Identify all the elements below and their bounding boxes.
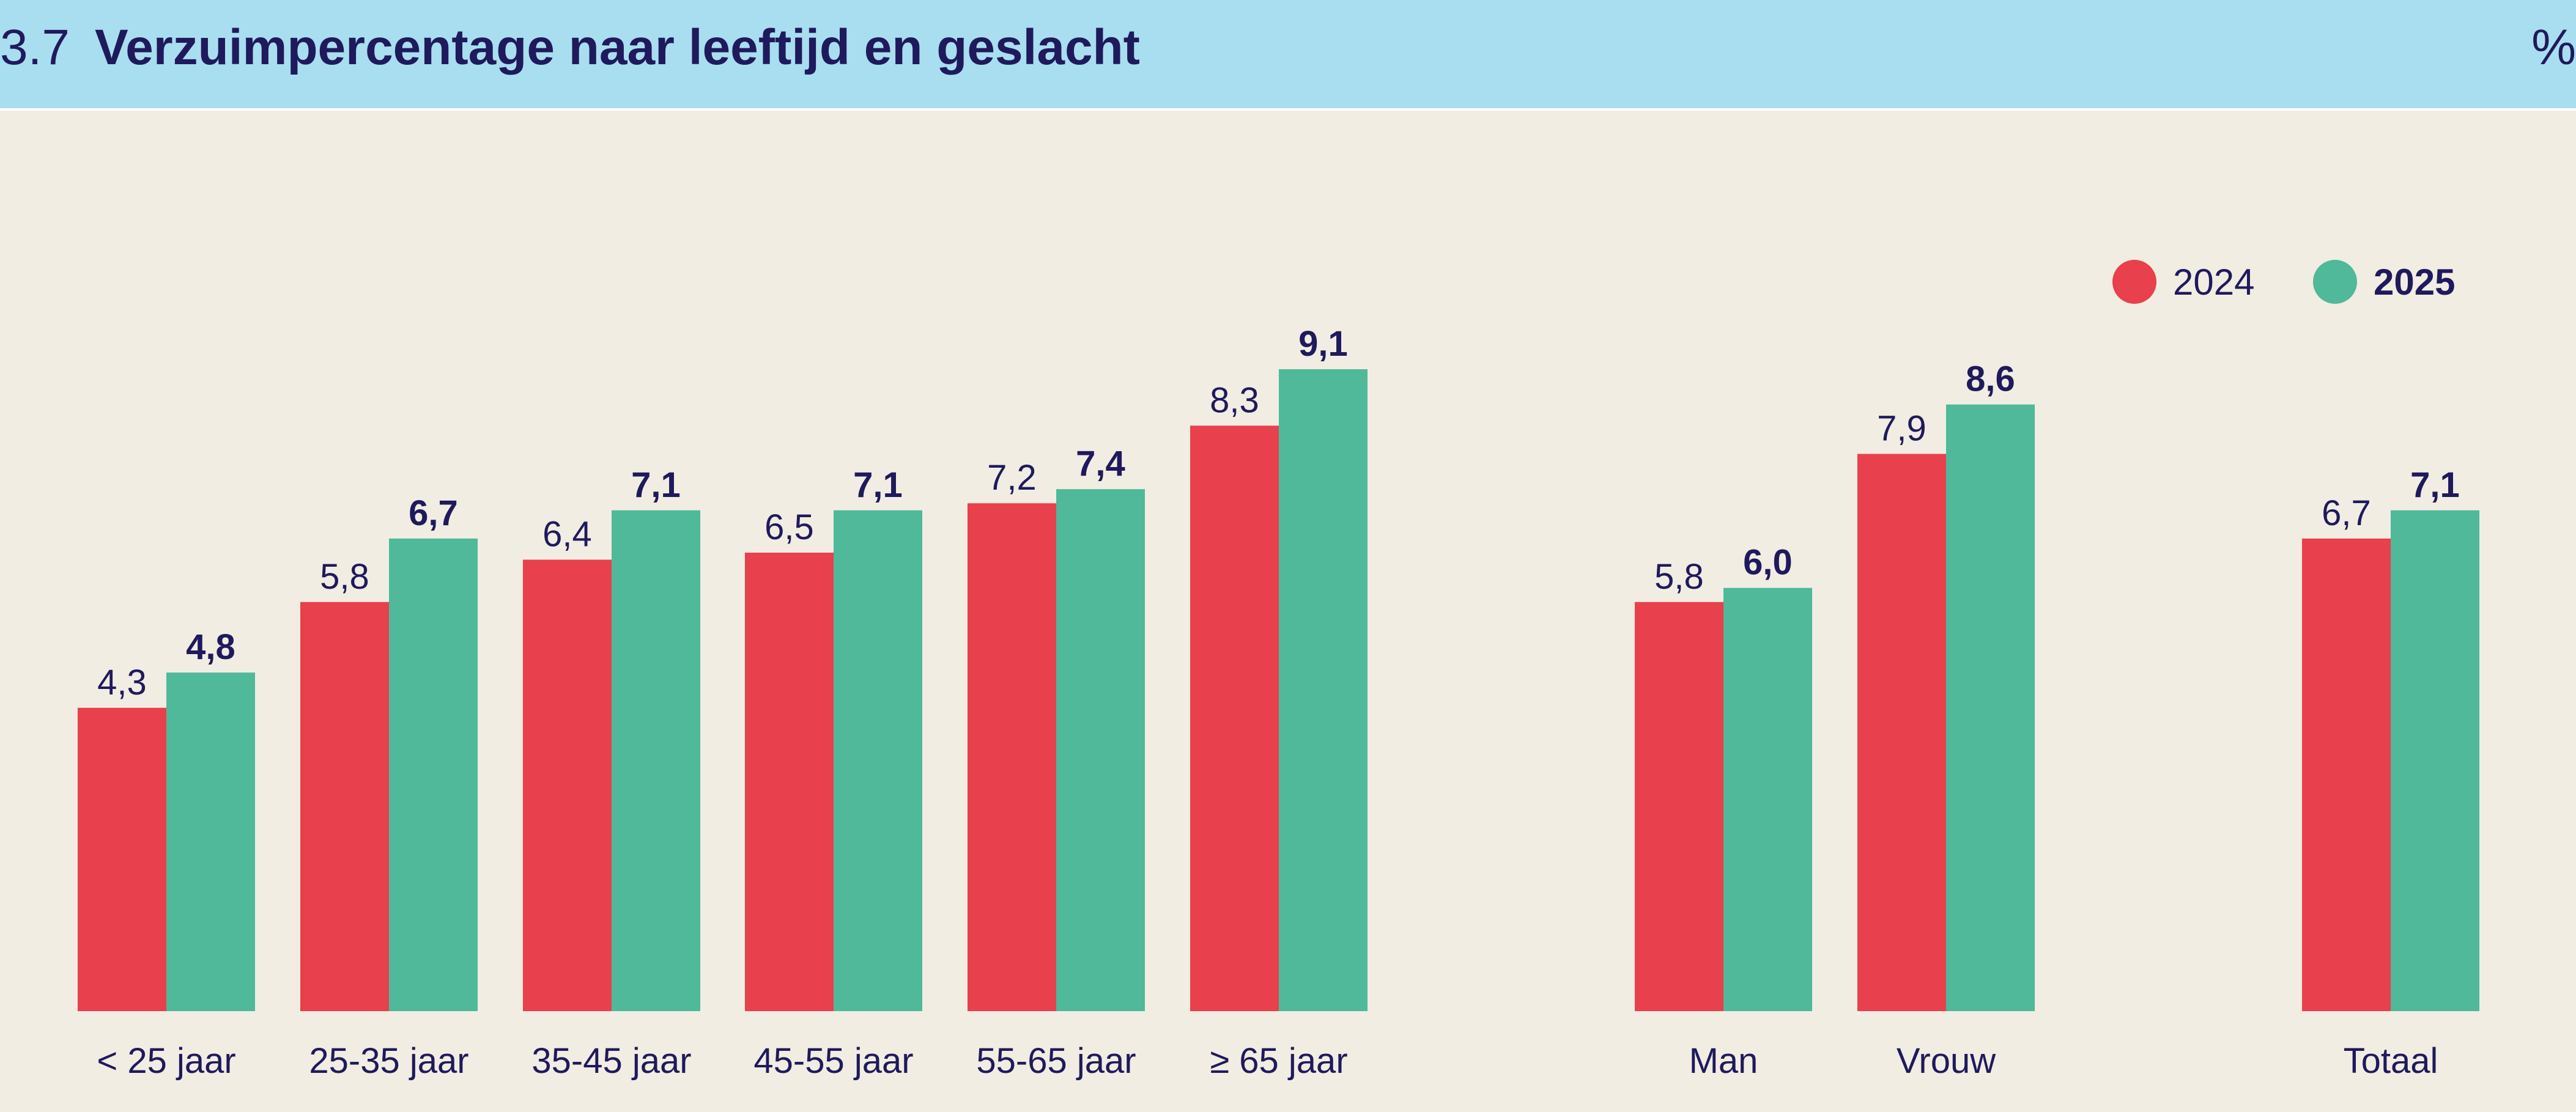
bar-2025-0 [166,672,255,1011]
bar-2025-6 [1723,587,1812,1011]
value-label-2024-2: 6,4 [542,515,592,554]
value-label-2024-5: 8,3 [1210,380,1259,420]
unit-label: % [2531,20,2576,75]
value-label-2025-2: 7,1 [631,465,681,505]
category-label-0: < 25 jaar [97,1041,235,1081]
header-divider [0,108,2576,111]
value-label-2024-3: 6,5 [764,507,814,547]
value-label-2025-0: 4,8 [186,627,235,667]
legend: 2024 2025 [2112,260,2455,304]
value-label-2024-8: 6,7 [2322,493,2371,533]
bar-2025-1 [389,538,478,1011]
bar-2025-5 [1279,369,1368,1011]
legend-label-2024: 2024 [2173,262,2254,303]
category-label-3: 45-55 jaar [753,1041,913,1081]
bar-2024-5 [1190,425,1279,1011]
value-label-2024-4: 7,2 [987,458,1037,498]
bar-2025-3 [834,510,922,1011]
legend-swatch-2024 [2112,260,2156,304]
value-label-2025-5: 9,1 [1298,324,1348,364]
category-label-4: 55-65 jaar [976,1041,1136,1081]
chart-title: Verzuimpercentage naar leeftijd en gesla… [95,20,1140,75]
value-label-2024-1: 5,8 [320,557,369,597]
category-label-6: Man [1689,1041,1758,1081]
category-label-5: ≥ 65 jaar [1210,1041,1347,1081]
value-label-2025-3: 7,1 [853,465,903,505]
bar-2024-6 [1635,602,1723,1011]
category-label-1: 25-35 jaar [309,1041,468,1081]
category-label-8: Totaal [2344,1041,2438,1081]
bar-2024-2 [523,559,612,1011]
value-label-2024-6: 5,8 [1654,557,1704,597]
bar-2025-2 [612,510,700,1011]
value-label-2024-7: 7,9 [1877,408,1926,448]
value-label-2025-4: 7,4 [1076,444,1125,484]
bar-2025-4 [1056,489,1145,1011]
value-label-2025-6: 6,0 [1743,543,1793,583]
bar-2025-8 [2391,510,2479,1011]
legend-label-2025: 2025 [2374,262,2455,303]
bar-2024-1 [300,602,389,1011]
legend-swatch-2025 [2313,260,2357,304]
category-label-7: Vrouw [1897,1041,1996,1081]
bar-2024-3 [745,553,834,1011]
category-label-2: 35-45 jaar [531,1041,691,1081]
value-labels: 4,3 4,8 5,8 6,7 6,4 7,1 6,5 7,1 7,2 7,4 8,3 9,1 5,8 6… [97,324,2460,702]
value-label-2025-8: 7,1 [2410,465,2460,505]
bar-2024-8 [2302,538,2391,1011]
bar-2024-0 [78,707,166,1011]
value-label-2025-1: 6,7 [409,493,458,533]
value-label-2025-7: 8,6 [1966,359,2015,399]
bars [78,369,2479,1011]
value-label-2024-0: 4,3 [97,663,147,702]
bar-2024-7 [1857,454,1946,1011]
bar-2024-4 [968,503,1056,1011]
figure-number: 3.7 [0,20,70,75]
category-labels: < 25 jaar 25-35 jaar 35-45 jaar 45-55 jaar 5… [97,1041,2438,1081]
bar-2025-7 [1946,404,2035,1011]
chart-header: 3.7 Verzuimpercentage naar leeftijd en g… [0,0,2576,108]
